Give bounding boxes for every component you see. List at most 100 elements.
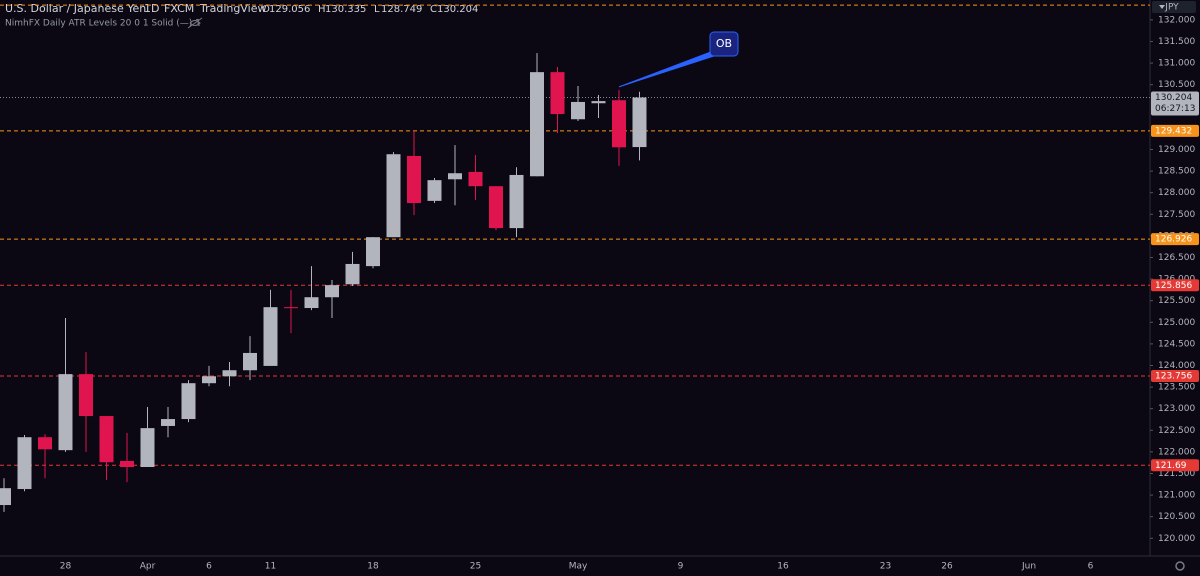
candle-body <box>386 154 401 238</box>
candle-body <box>120 460 134 468</box>
level-label: 123.756 <box>1155 372 1192 382</box>
candle-body <box>509 174 524 229</box>
y-tick-label: 126.500 <box>1158 253 1195 263</box>
candle-body <box>79 374 93 417</box>
ohlc-value: 128.749 <box>381 4 422 15</box>
level-label: 121.69 <box>1155 461 1187 471</box>
level-label-box <box>1151 233 1199 246</box>
candle-body <box>550 72 565 115</box>
candle-body <box>366 237 380 267</box>
ohlc-label: L <box>374 4 380 15</box>
x-tick-label: 18 <box>367 562 379 572</box>
y-tick-label: 128.500 <box>1158 167 1195 177</box>
platform: TradingView <box>199 2 266 15</box>
ohlc-header: O 129.056 H 130.335 L 128.749 C 130.204 <box>262 4 478 15</box>
x-tick-label: 26 <box>941 562 953 572</box>
candle-body <box>407 155 421 204</box>
y-tick-label: 127.500 <box>1158 210 1195 220</box>
currency[interactable]: JPY <box>1164 3 1179 13</box>
candle-body <box>0 488 11 506</box>
candle-body <box>345 263 360 285</box>
countdown: 06:27:13 <box>1155 104 1195 114</box>
x-tick-label: 28 <box>60 562 72 572</box>
price-labels: 129.432 126.926 125.856 123.756 121.69 130.20… <box>1151 91 1199 472</box>
y-tick-label: 121.000 <box>1158 491 1195 501</box>
x-tick-label: 23 <box>880 562 891 572</box>
level-label-box <box>1151 124 1199 137</box>
settings-icon[interactable] <box>1175 561 1185 571</box>
y-tick-label: 132.000 <box>1158 15 1195 25</box>
y-tick-label: 130.500 <box>1158 80 1195 90</box>
interval[interactable]: 1D <box>144 2 159 15</box>
y-axis: 132.000 131.500 131.000 130.500 129.000 128.5… <box>1150 15 1195 544</box>
candle-body <box>17 437 32 490</box>
y-tick-label: 120.000 <box>1158 534 1195 544</box>
ohlc-value: 129.056 <box>269 4 310 15</box>
y-tick-label: 128.000 <box>1158 188 1195 198</box>
candle-body <box>530 72 544 177</box>
candle-body <box>263 307 278 366</box>
candle-body <box>612 100 626 148</box>
level-label-box <box>1151 279 1199 292</box>
y-tick-label: 121.500 <box>1158 469 1195 479</box>
x-tick-label: May <box>569 562 588 572</box>
ohlc-value: 130.204 <box>437 4 478 15</box>
level-label: 129.432 <box>1155 126 1192 136</box>
last-price-box <box>1151 91 1199 116</box>
candle-body <box>99 416 114 463</box>
y-tick-label: 123.500 <box>1158 383 1195 393</box>
ohlc-label: C <box>430 4 437 15</box>
candle-body <box>284 307 298 309</box>
ohlc-label: H <box>318 4 326 15</box>
candle-body <box>181 383 196 420</box>
source: FXCM <box>164 2 194 15</box>
y-tick-label: 122.000 <box>1158 447 1195 457</box>
ohlc-value: 130.335 <box>325 4 366 15</box>
plot: OB <box>0 4 1150 512</box>
header: U.S. Dollar / Japanese Yen 1D FXCM Tradi… <box>5 2 478 29</box>
annotation-box <box>709 31 739 57</box>
candle-body <box>448 173 462 180</box>
annotation-text: OB <box>716 37 732 50</box>
level-label-box <box>1151 459 1199 472</box>
y-tick-label: 131.500 <box>1158 37 1195 47</box>
dropdown-icon <box>1159 5 1165 9</box>
x-tick-label: 25 <box>470 562 481 572</box>
candle-body <box>427 180 442 201</box>
x-tick-label: 9 <box>678 562 684 572</box>
x-tick-label: Apr <box>140 562 156 572</box>
currency-button[interactable] <box>1152 1 1196 13</box>
visibility-icon[interactable] <box>187 17 203 29</box>
ohlc-label: O <box>262 4 270 15</box>
candle-body <box>489 186 503 229</box>
indicator-legend[interactable]: NimhFX Daily ATR Levels 20 0 1 Solid (—)… <box>5 19 201 29</box>
y-tick-label: 120.500 <box>1158 512 1195 522</box>
y-tick-label: 125.000 <box>1158 318 1195 328</box>
level-label: 125.856 <box>1155 281 1192 291</box>
candle-body <box>140 428 155 468</box>
x-tick-label: 16 <box>777 562 789 572</box>
y-tick-label: 124.500 <box>1158 339 1195 349</box>
candle-body <box>243 352 257 371</box>
y-tick-label: 122.500 <box>1158 426 1195 436</box>
level-label: 126.926 <box>1155 235 1192 245</box>
y-tick-label: 131.000 <box>1158 59 1195 69</box>
candle-body <box>325 285 339 298</box>
last-price-label: 130.204 <box>1155 93 1192 103</box>
candle-body <box>304 297 319 309</box>
x-tick-label: 11 <box>265 562 276 572</box>
x-tick-label: Jun <box>1021 562 1036 572</box>
candle-body <box>58 374 73 451</box>
candle-body <box>591 101 606 104</box>
level-label-box <box>1151 370 1199 383</box>
candle-body <box>38 437 52 450</box>
candle-body <box>468 171 483 187</box>
x-axis: 28 Apr 6 11 18 25 May 9 16 23 26 Jun 6 <box>60 562 1094 572</box>
y-tick-label: 124.000 <box>1158 361 1195 371</box>
candle-body <box>571 101 585 120</box>
candle-body <box>222 370 237 377</box>
y-tick-label: 125.500 <box>1158 296 1195 306</box>
symbol-title[interactable]: U.S. Dollar / Japanese Yen <box>5 2 146 15</box>
